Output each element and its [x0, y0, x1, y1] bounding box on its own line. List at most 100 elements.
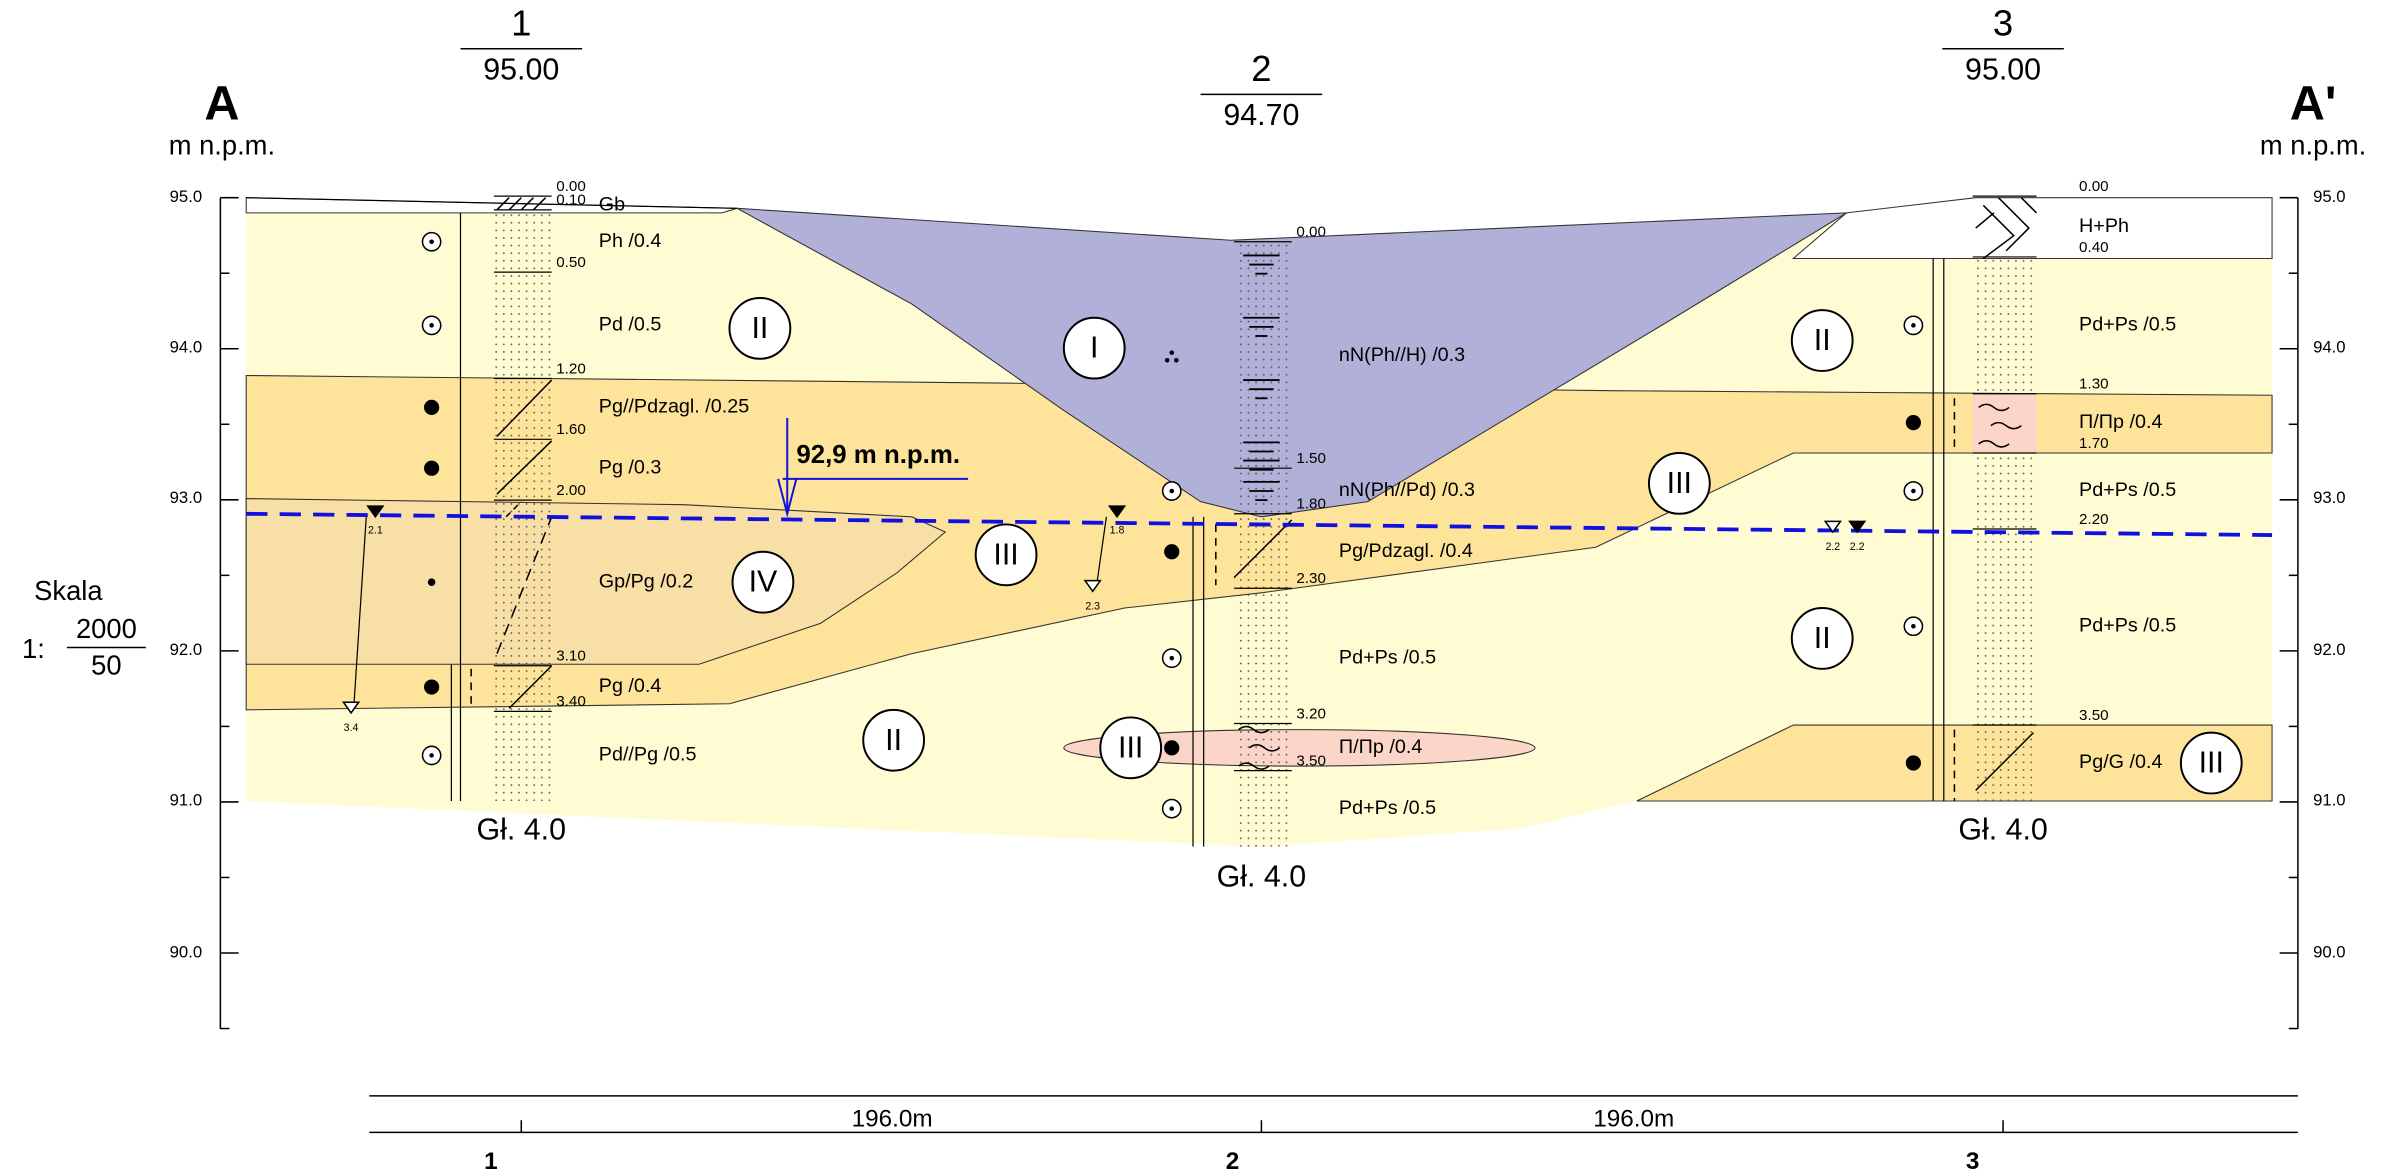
distance: 196.0m [852, 1106, 933, 1133]
soil-group: III [1118, 730, 1143, 764]
group-circle [2179, 731, 2243, 795]
lens-pi [1063, 729, 1536, 767]
depth-label: 3.10 [556, 648, 586, 665]
sample-full [424, 679, 440, 695]
water-level-mark [1107, 505, 1127, 519]
borehole-column [493, 212, 552, 802]
axes [66, 47, 2299, 1134]
water-line [353, 516, 367, 703]
water-level: 3.4 [344, 722, 359, 734]
water-level: 1.8 [1110, 524, 1125, 536]
depth-label: 1.70 [2079, 435, 2109, 452]
water-level-mark [1083, 579, 1102, 593]
depth-label: 0.10 [556, 192, 586, 209]
depth-label: 1.30 [2079, 376, 2109, 393]
depth-label: 0.00 [2079, 178, 2109, 195]
group-circle [974, 523, 1038, 587]
sample-dot [429, 753, 434, 758]
section-start: A [204, 76, 239, 130]
layer-label: Π/Πp /0.4 [2079, 411, 2162, 433]
water-callout [777, 418, 969, 518]
distance: 196.0m [1593, 1106, 1674, 1133]
layer-label: nN(Ph//Pd) /0.3 [1339, 479, 1475, 501]
borehole-number: 2 [1251, 48, 1271, 89]
organic [1164, 358, 1170, 363]
depth-label: 2.20 [2079, 511, 2109, 528]
depth-label: 1.60 [556, 421, 586, 438]
sample-full [1905, 415, 1921, 431]
sample-full [1164, 544, 1180, 560]
soil-group: II [1814, 323, 1831, 357]
borehole-column [1972, 258, 2037, 802]
layer-label: Pd /0.5 [599, 314, 662, 336]
layer-label: Pg /0.3 [599, 456, 662, 478]
depth-label: 3.50 [1296, 753, 1326, 770]
layer-lens-iv [245, 498, 947, 665]
soil-group: III [2199, 746, 2224, 780]
layer-label: Pd+Ps /0.5 [2079, 314, 2176, 336]
borehole-number: 3 [1993, 3, 2013, 44]
water-level-mark [366, 505, 385, 519]
organic [1174, 358, 1179, 363]
depth-label: 0.50 [556, 254, 586, 271]
sample-dot [1911, 323, 1916, 328]
layer-label: Pg/Pdzagl. /0.4 [1339, 540, 1473, 562]
layer-label: Gb [599, 193, 625, 215]
y-tick-label: 95.0 [170, 187, 203, 206]
water-line [1096, 516, 1107, 581]
layer-label: Pd+Ps /0.5 [2079, 614, 2176, 636]
water-level-mark [341, 701, 361, 715]
y-tick-label: 94.0 [170, 338, 203, 357]
total-depth: Gł. 4.0 [1217, 860, 1306, 894]
depth-label: 0.00 [556, 178, 586, 195]
organic [1169, 350, 1175, 355]
y-tick-label: 91.0 [2313, 790, 2346, 809]
borehole-elevation: 95.00 [483, 53, 559, 87]
water-table [246, 511, 2273, 537]
group-circle [1790, 309, 1854, 372]
borehole-number: 1 [511, 3, 531, 44]
scale-h: 2000 [76, 613, 137, 644]
water-level: 2.2 [1850, 541, 1865, 553]
y-tick-label: 90.0 [170, 942, 203, 961]
layer-label: H+Ph [2079, 215, 2129, 237]
layer-label: Pd+Ps /0.5 [2079, 479, 2176, 501]
sample-full [424, 460, 440, 476]
water-level: 2.2 [1825, 541, 1840, 553]
soil-group: III [993, 537, 1018, 571]
borehole-column [1234, 240, 1292, 847]
labels: A A'm n.p.m. m n.p.m.95.0 95.094.0 94.093.0 9… [22, 3, 2366, 1175]
layer-label: Pg//Pdzagl. /0.25 [599, 396, 749, 418]
y-tick-label: 92.0 [2313, 640, 2346, 659]
sample-dot [1169, 806, 1175, 811]
soil-group: II [1814, 621, 1831, 655]
sample-full [1164, 740, 1180, 756]
depth-label: 2.00 [556, 482, 586, 499]
soil-group: IV [749, 565, 778, 599]
y-tick-label: 95.0 [2313, 187, 2346, 206]
layer-label: Pd//Pg /0.5 [599, 744, 697, 766]
section-end: A' [2290, 76, 2337, 130]
depth-label: 3.40 [556, 693, 586, 710]
sample-dot [1911, 623, 1916, 629]
distance-point: 1 [484, 1148, 498, 1175]
soil-group: III [1667, 466, 1692, 500]
borehole-pi [1972, 393, 2037, 454]
sample-dot [1911, 488, 1916, 494]
y-tick-label: 92.0 [170, 640, 203, 659]
sample-dot [1169, 655, 1175, 661]
group-circle [862, 708, 926, 772]
unit-left: m n.p.m. [169, 130, 275, 161]
y-tick-label: 93.0 [170, 488, 203, 507]
sample-full [424, 399, 440, 416]
layer-label: Π/Πp /0.4 [1339, 736, 1422, 758]
layer-label: Pg /0.4 [599, 675, 662, 697]
water-symbols [1243, 254, 1280, 502]
scale-prefix: 1: [22, 633, 45, 664]
y-tick-label: 90.0 [2313, 942, 2346, 961]
sample-dot [429, 239, 434, 245]
depth-label: 0.00 [1296, 224, 1326, 241]
distance-point: 2 [1226, 1148, 1240, 1175]
layer-topsoil-right [1791, 197, 2273, 260]
